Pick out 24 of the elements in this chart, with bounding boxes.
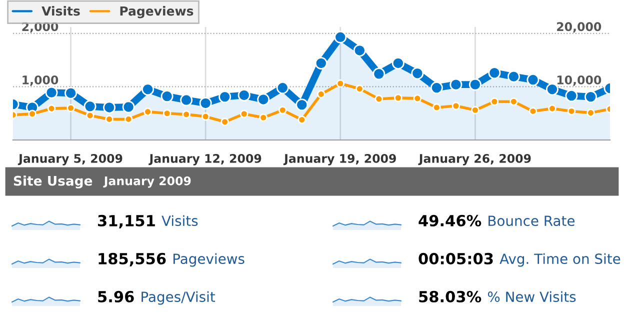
x-tick-label: January 12, 2009 — [148, 154, 262, 166]
category-label: Avg. Time on Site — [500, 253, 620, 267]
x-tick-label: January 5, 2009 — [18, 154, 122, 166]
x-tick-label: January 19, 2009 — [283, 154, 396, 166]
text: 185,556 — [98, 252, 166, 266]
category-label: Pageviews — [174, 253, 244, 267]
text: Site Usage — [14, 176, 92, 188]
category-label: % New Visits — [488, 291, 576, 302]
text: 5.96 — [98, 290, 134, 302]
legend-label: Pageviews — [120, 6, 194, 18]
category-label: Pages/Visit — [142, 291, 216, 305]
legend-label: Visits — [42, 6, 80, 16]
text: 00:05:03 — [418, 252, 493, 264]
text: 31,151 — [98, 214, 155, 228]
y-tick-label: 1,000 — [22, 75, 58, 86]
y-tick-label: 2,000 — [22, 22, 58, 33]
category-label: Bounce Rate — [488, 216, 575, 226]
category-label: Visits — [162, 215, 198, 226]
y2-tick-label: 20,000 — [557, 22, 602, 33]
text: January 2009 — [103, 176, 191, 188]
y2-tick-label: 10,000 — [557, 75, 602, 86]
text: 58.03% — [419, 290, 482, 302]
text: 49.46% — [418, 214, 482, 226]
x-tick-label: January 26, 2009 — [418, 154, 531, 166]
